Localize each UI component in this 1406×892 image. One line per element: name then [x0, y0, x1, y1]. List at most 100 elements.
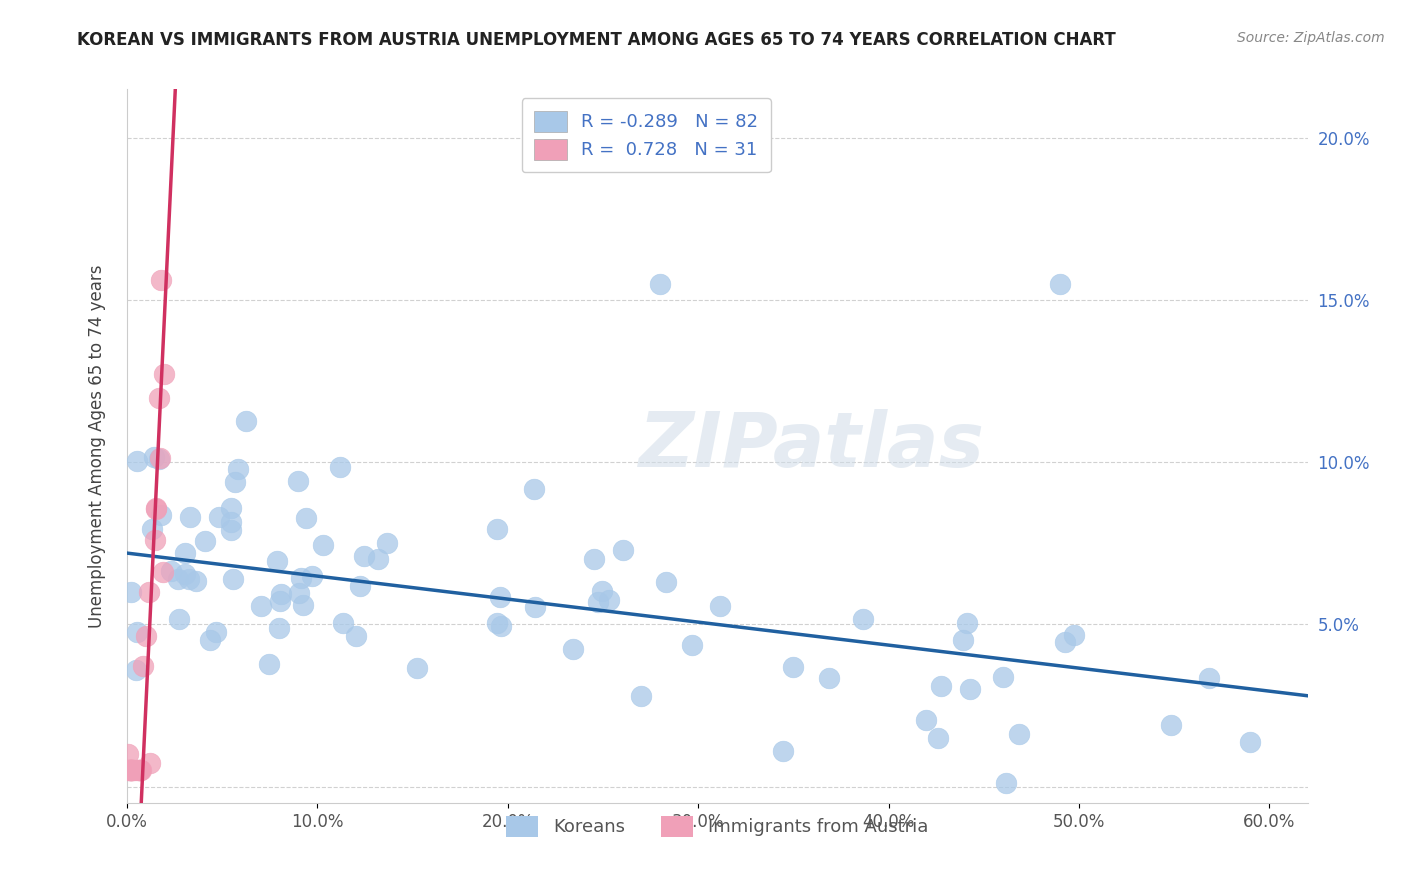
Point [959, 681, 981, 696]
Point [486, 616, 509, 631]
Point [118, 764, 141, 778]
Point [269, 594, 291, 608]
Point [131, 659, 153, 673]
Point [121, 764, 143, 778]
Point [167, 612, 190, 626]
Point [257, 657, 280, 671]
Point [270, 587, 292, 601]
Point [598, 592, 620, 607]
Point [291, 598, 314, 612]
Point [120, 585, 142, 599]
Point [141, 522, 163, 536]
Point [491, 619, 513, 633]
Point [591, 584, 613, 599]
Point [852, 611, 875, 625]
Point [219, 500, 242, 515]
Point [120, 764, 142, 778]
Point [173, 546, 195, 560]
Point [332, 615, 354, 630]
Point [149, 508, 172, 522]
Point [173, 566, 195, 581]
Point [301, 569, 323, 583]
Point [582, 551, 605, 566]
Point [138, 585, 160, 599]
Point [219, 515, 242, 529]
Point [153, 367, 176, 381]
Point [956, 615, 979, 630]
Point [143, 450, 166, 465]
Point [406, 661, 429, 675]
Legend: Koreans, Immigrants from Austria: Koreans, Immigrants from Austria [499, 808, 935, 844]
Point [222, 572, 245, 586]
Point [121, 764, 143, 778]
Point [149, 273, 172, 287]
Point [143, 533, 166, 547]
Point [1160, 718, 1182, 732]
Point [290, 571, 312, 585]
Point [287, 474, 309, 488]
Point [523, 482, 546, 496]
Point [375, 536, 398, 550]
Point [991, 670, 1014, 684]
Point [125, 663, 148, 677]
Point [612, 543, 634, 558]
Point [772, 744, 794, 758]
Point [125, 624, 148, 639]
Point [177, 572, 200, 586]
Point [148, 392, 170, 406]
Text: KOREAN VS IMMIGRANTS FROM AUSTRIA UNEMPLOYMENT AMONG AGES 65 TO 74 YEARS CORRELA: KOREAN VS IMMIGRANTS FROM AUSTRIA UNEMPL… [77, 31, 1116, 49]
Point [235, 414, 257, 428]
Point [1239, 735, 1261, 749]
Point [184, 574, 207, 588]
Point [148, 452, 170, 467]
Point [219, 523, 242, 537]
Point [117, 764, 139, 778]
Point [135, 629, 157, 643]
Point [205, 624, 228, 639]
Point [120, 764, 142, 778]
Point [1049, 277, 1071, 291]
Point [127, 764, 149, 778]
Point [208, 509, 231, 524]
Point [630, 689, 652, 703]
Point [128, 764, 150, 778]
Point [485, 522, 508, 536]
Y-axis label: Unemployment Among Ages 65 to 74 years: Unemployment Among Ages 65 to 74 years [87, 264, 105, 628]
Point [312, 538, 335, 552]
Point [249, 599, 271, 614]
Point [1008, 727, 1031, 741]
Point [160, 564, 183, 578]
Point [995, 776, 1018, 790]
Point [927, 731, 949, 745]
Point [129, 764, 152, 778]
Point [523, 600, 546, 615]
Text: Source: ZipAtlas.com: Source: ZipAtlas.com [1237, 31, 1385, 45]
Point [152, 565, 174, 579]
Point [148, 451, 170, 466]
Point [709, 599, 731, 614]
Point [128, 764, 150, 778]
Point [124, 764, 146, 778]
Point [648, 277, 671, 291]
Point [294, 511, 316, 525]
Point [952, 633, 974, 648]
Point [125, 454, 148, 468]
Point [117, 747, 139, 761]
Point [329, 460, 352, 475]
Point [198, 632, 221, 647]
Point [194, 533, 217, 548]
Point [269, 621, 291, 635]
Point [145, 502, 167, 516]
Point [1063, 628, 1085, 642]
Point [344, 629, 367, 643]
Point [1198, 671, 1220, 685]
Point [145, 501, 167, 516]
Point [1053, 635, 1076, 649]
Point [120, 764, 142, 778]
Point [121, 764, 143, 778]
Point [561, 642, 583, 657]
Point [128, 764, 150, 778]
Point [118, 764, 141, 778]
Point [288, 585, 311, 599]
Point [929, 679, 952, 693]
